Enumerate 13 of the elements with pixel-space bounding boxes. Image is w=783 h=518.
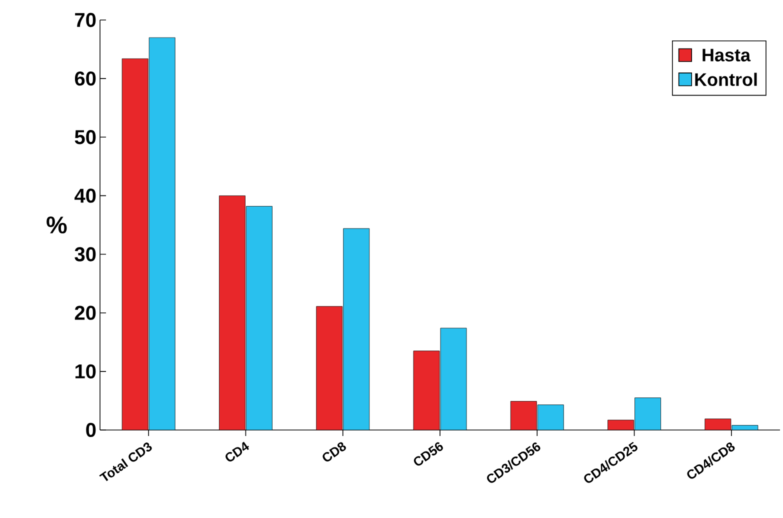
y-tick-label: 10 <box>75 364 96 378</box>
y-tick-label: 40 <box>74 188 96 203</box>
y-tick-label: 50 <box>74 130 96 144</box>
y-tick-label: 30 <box>74 247 96 262</box>
y-axis-title: % <box>46 216 67 234</box>
y-tick-label: 70 <box>75 12 96 28</box>
legend-label: Hasta <box>702 48 751 62</box>
y-tick-label: 20 <box>74 306 96 320</box>
y-tick-label: 0 <box>86 422 96 438</box>
x-tick-label: CD4 <box>226 442 250 462</box>
y-tick-label: 60 <box>74 71 96 86</box>
x-tick-label: CD8 <box>322 442 346 462</box>
legend-label: Kontrol <box>695 72 757 86</box>
